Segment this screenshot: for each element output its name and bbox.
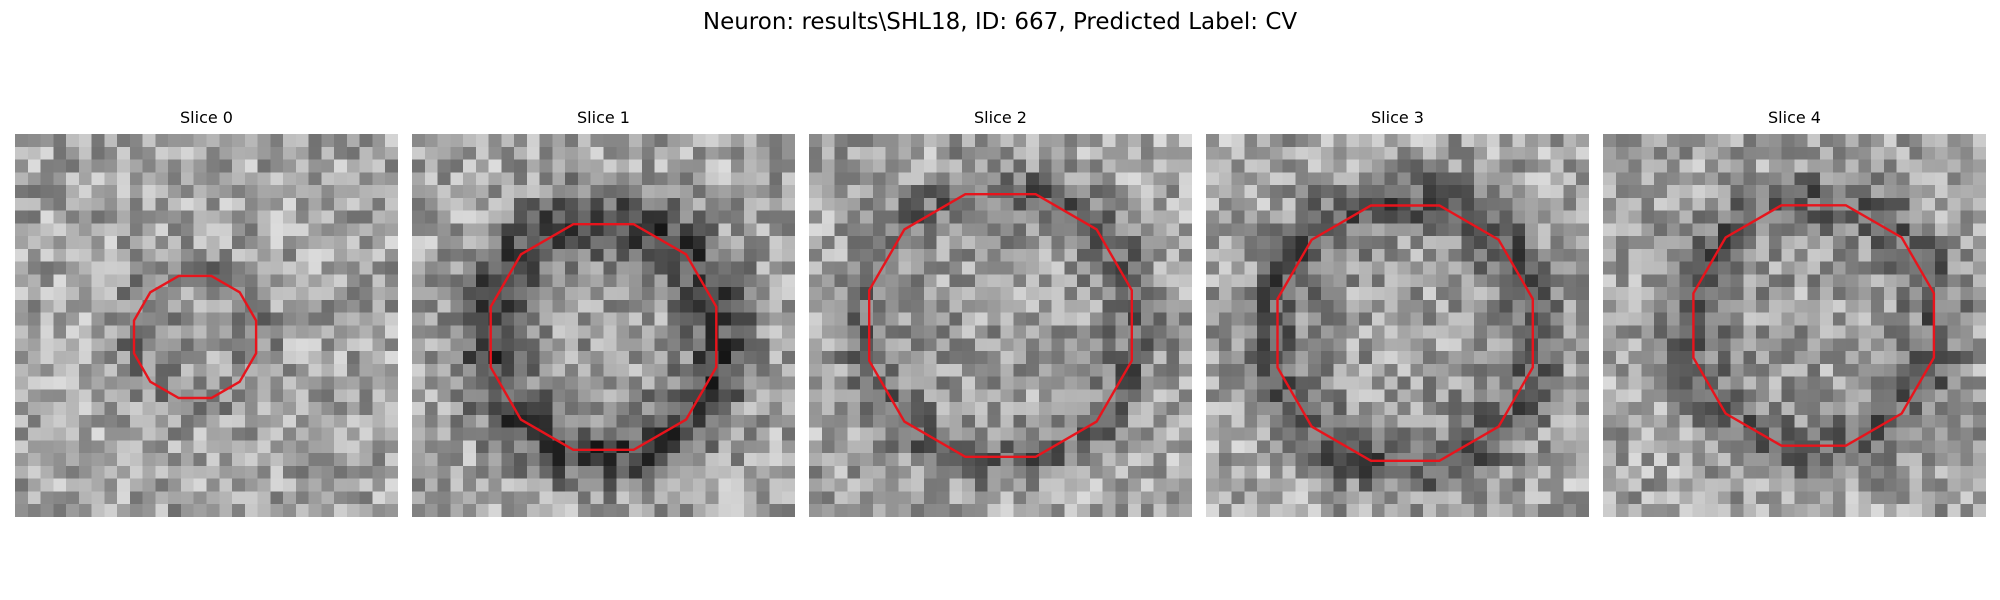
slice-panel-2: Slice 2	[809, 108, 1192, 517]
slice-image	[809, 134, 1192, 517]
slice-title: Slice 1	[577, 108, 630, 127]
slice-image	[412, 134, 795, 517]
slice-panel-3: Slice 3	[1206, 108, 1589, 517]
slice-panel-1: Slice 1	[412, 108, 795, 517]
figure-title: Neuron: results\SHL18, ID: 667, Predicte…	[702, 9, 1298, 35]
slice-title: Slice 0	[180, 108, 233, 127]
slice-panel-4: Slice 4	[1603, 108, 1986, 517]
slice-image	[15, 134, 398, 517]
slice-title: Slice 2	[974, 108, 1027, 127]
slice-panel-0: Slice 0	[15, 108, 398, 517]
slice-title: Slice 4	[1768, 108, 1821, 127]
slice-image	[1206, 134, 1589, 517]
slice-image	[1603, 134, 1986, 517]
slice-title: Slice 3	[1371, 108, 1424, 127]
